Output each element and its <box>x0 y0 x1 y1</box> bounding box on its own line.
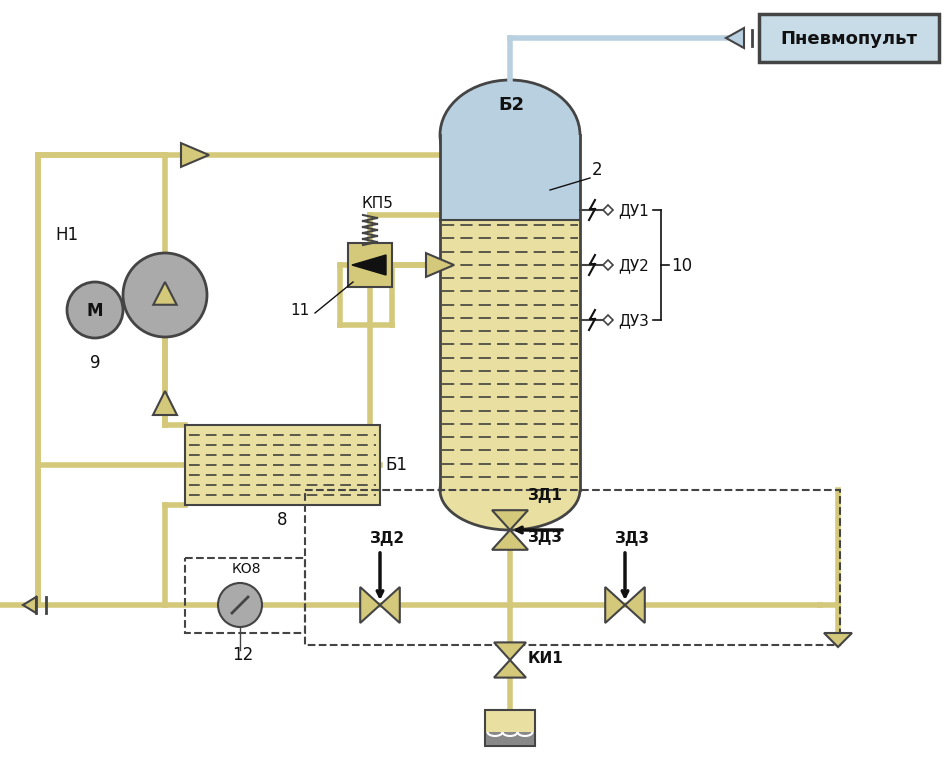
Text: ЗД3: ЗД3 <box>615 531 650 546</box>
Text: М: М <box>86 302 103 320</box>
Text: Б2: Б2 <box>498 96 524 114</box>
Polygon shape <box>181 143 209 167</box>
Polygon shape <box>492 510 528 530</box>
Circle shape <box>218 583 262 627</box>
Text: КП5: КП5 <box>362 196 394 211</box>
Text: Н1: Н1 <box>55 226 78 244</box>
Text: 12: 12 <box>232 646 253 664</box>
Polygon shape <box>605 587 625 623</box>
Bar <box>305 490 840 645</box>
Polygon shape <box>603 205 613 215</box>
Bar <box>185 558 305 633</box>
Ellipse shape <box>440 450 580 530</box>
FancyBboxPatch shape <box>759 14 939 62</box>
Text: ЗД3: ЗД3 <box>528 530 563 545</box>
Bar <box>440 135 580 490</box>
Polygon shape <box>603 260 613 270</box>
Circle shape <box>67 282 123 338</box>
Polygon shape <box>603 315 613 325</box>
Text: ЗД1: ЗД1 <box>528 488 563 503</box>
Polygon shape <box>492 530 528 550</box>
Polygon shape <box>380 587 400 623</box>
Text: 2: 2 <box>592 161 603 179</box>
Polygon shape <box>426 253 454 277</box>
Bar <box>348 243 392 287</box>
Bar <box>486 732 534 745</box>
Polygon shape <box>625 587 644 623</box>
Polygon shape <box>494 660 526 677</box>
Text: Б1: Б1 <box>385 456 407 474</box>
Text: 8: 8 <box>277 511 288 529</box>
Polygon shape <box>23 597 36 613</box>
Polygon shape <box>726 28 744 48</box>
Circle shape <box>123 253 207 337</box>
Text: ДУ2: ДУ2 <box>618 259 649 273</box>
Bar <box>440 135 580 220</box>
Polygon shape <box>361 587 380 623</box>
Bar <box>485 710 535 746</box>
Bar <box>185 425 380 505</box>
Polygon shape <box>154 282 177 305</box>
Text: КО8: КО8 <box>232 562 262 576</box>
Ellipse shape <box>440 80 580 190</box>
Text: ЗД2: ЗД2 <box>370 531 405 546</box>
Text: ДУ3: ДУ3 <box>618 313 649 329</box>
Polygon shape <box>824 633 852 647</box>
Polygon shape <box>153 391 177 415</box>
Text: ДУ1: ДУ1 <box>618 204 649 219</box>
Polygon shape <box>494 642 526 660</box>
Polygon shape <box>352 255 386 275</box>
Text: 11: 11 <box>290 303 309 318</box>
Text: 10: 10 <box>671 257 692 275</box>
Text: 9: 9 <box>90 354 101 372</box>
Text: КИ1: КИ1 <box>528 651 564 666</box>
Text: Пневмопульт: Пневмопульт <box>780 30 918 48</box>
